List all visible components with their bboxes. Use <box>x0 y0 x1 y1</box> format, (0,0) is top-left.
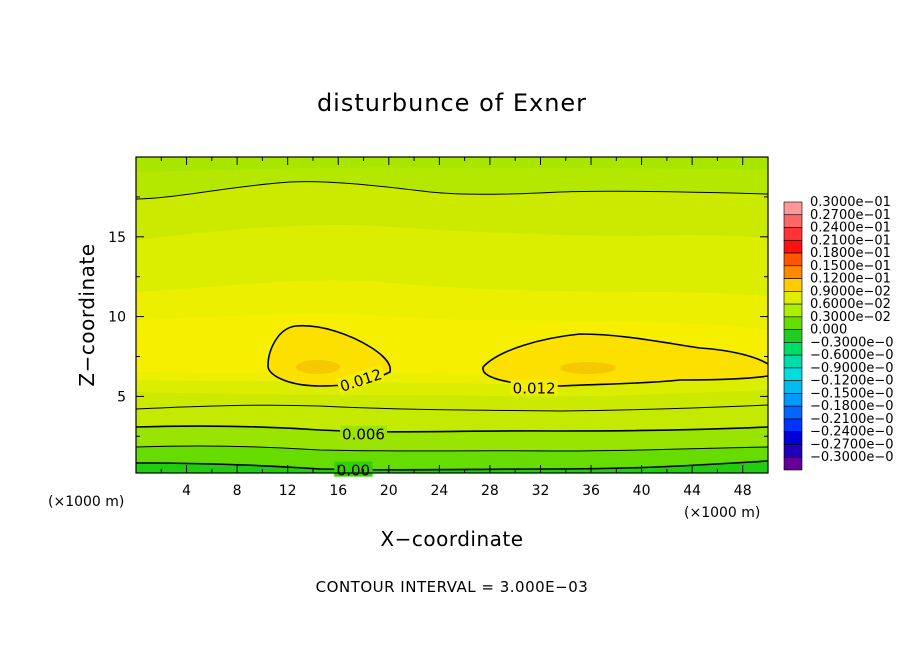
colorbar-label: 0.1500e−01 <box>810 259 891 274</box>
contour-label-group: 0.006 <box>340 425 388 444</box>
blob-right-core <box>560 362 616 374</box>
colorbar-label: −0.1200e−0 <box>810 374 894 389</box>
colorbar-swatch <box>783 252 803 267</box>
colorbar-swatch <box>783 342 803 356</box>
colorbar-swatch <box>783 354 803 369</box>
y-tick-label: 15 <box>108 230 126 246</box>
colorbar-swatch <box>783 303 803 318</box>
colorbar-label: 0.3000e−02 <box>810 310 891 325</box>
colorbar-swatch <box>783 278 803 292</box>
x-unit-label: (×1000 m) <box>684 505 760 521</box>
blob-right <box>484 334 768 386</box>
x-tick-label: 32 <box>532 483 550 499</box>
colorbar-label: −0.6000e−0 <box>810 348 894 363</box>
colorbar-label: 0.2100e−01 <box>810 233 891 248</box>
colorbar-label: 0.2700e−01 <box>810 208 891 223</box>
colorbar-swatch <box>783 329 803 343</box>
contour-label-bg <box>510 379 558 395</box>
x-tick-label: 44 <box>683 483 701 499</box>
y-tick-label: 10 <box>108 310 126 326</box>
contour-line-006 <box>136 425 768 433</box>
x-tick-label: 24 <box>430 483 448 499</box>
colorbar-label: 0.9000e−02 <box>810 284 891 299</box>
x-tick-label: 28 <box>481 483 499 499</box>
x-axis-label: X−coordinate <box>380 527 523 551</box>
band-low3 <box>136 445 768 473</box>
y-tick-label: 5 <box>117 389 126 405</box>
colorbar-swatch <box>783 265 803 279</box>
colorbar-label: −0.2400e−0 <box>810 425 894 440</box>
x-tick-label: 20 <box>380 483 398 499</box>
contour-label: 0.012 <box>513 379 556 397</box>
contour-label: 0.00 <box>337 462 370 480</box>
colorbar: 0.3000e−010.2700e−010.2400e−010.2100e−01… <box>783 195 894 471</box>
band-low4 <box>136 460 768 473</box>
contour-line-012-right <box>482 333 768 387</box>
contour-line-000 <box>136 460 768 471</box>
contour-line-upper <box>136 181 768 200</box>
colorbar-swatch <box>783 405 803 420</box>
contour-line-lower <box>136 404 768 412</box>
colorbar-swatch <box>783 393 803 407</box>
colorbar-swatch <box>783 367 803 381</box>
chart-title: disturbunce of Exner <box>317 89 587 117</box>
colorbar-label: −0.1500e−0 <box>810 386 894 401</box>
x-tick-label: 12 <box>279 483 297 499</box>
x-tick-label: 48 <box>734 483 752 499</box>
blob-left <box>268 325 391 386</box>
colorbar-label: −0.3000e−0 <box>810 450 894 465</box>
contour-label-bg <box>335 364 386 394</box>
x-tick-label: 36 <box>582 483 600 499</box>
colorbar-label: 0.000 <box>810 323 847 338</box>
colorbar-swatch <box>783 214 803 228</box>
colorbar-swatch <box>783 201 803 216</box>
colorbar-swatch <box>783 431 803 445</box>
colorbar-label: −0.1800e−0 <box>810 399 894 414</box>
colorbar-swatch <box>783 291 803 305</box>
colorbar-swatch <box>783 456 803 471</box>
contour-interval-note: CONTOUR INTERVAL = 3.000E−03 <box>316 578 589 596</box>
contour-field <box>136 157 768 473</box>
x-tick-label: 4 <box>182 483 191 499</box>
x-tick-label: 8 <box>233 483 242 499</box>
colorbar-label: 0.1800e−01 <box>810 246 891 261</box>
y-axis-ticks: 5 10 15 <box>108 196 768 437</box>
colorbar-label: 0.1200e−01 <box>810 272 891 287</box>
band-top <box>136 157 768 172</box>
colorbar-swatch <box>783 239 803 254</box>
colorbar-label: 0.6000e−02 <box>810 297 891 312</box>
blob-left-core <box>296 360 340 374</box>
colorbar-label: 0.2400e−01 <box>810 221 891 236</box>
colorbar-label: −0.2100e−0 <box>810 412 894 427</box>
colorbar-label: −0.9000e−0 <box>810 361 894 376</box>
colorbar-swatch <box>783 316 803 330</box>
colorbar-swatch <box>783 444 803 458</box>
colorbar-label: −0.3000e−0 <box>810 335 894 350</box>
colorbar-swatch <box>783 380 803 394</box>
colorbar-swatch <box>783 227 803 241</box>
contour-line-low <box>136 445 768 452</box>
contour-label-group: 0.00 <box>334 461 373 480</box>
contour-label: 0.006 <box>342 426 385 444</box>
x-tick-label: 16 <box>329 483 347 499</box>
contour-label-bg <box>340 425 388 441</box>
y-axis-label: Z−coordinate <box>75 243 99 386</box>
plot-frame <box>135 156 769 474</box>
colorbar-label: −0.2700e−0 <box>810 437 894 452</box>
contour-label-group: 0.012 <box>510 379 558 397</box>
colorbar-swatch <box>783 418 803 433</box>
x-axis-ticks: 4 8 12 16 20 24 28 32 36 40 44 48 <box>160 157 752 499</box>
x-tick-label: 40 <box>633 483 651 499</box>
y-unit-label: (×1000 m) <box>48 494 124 510</box>
colorbar-label: 0.3000e−01 <box>810 195 891 210</box>
